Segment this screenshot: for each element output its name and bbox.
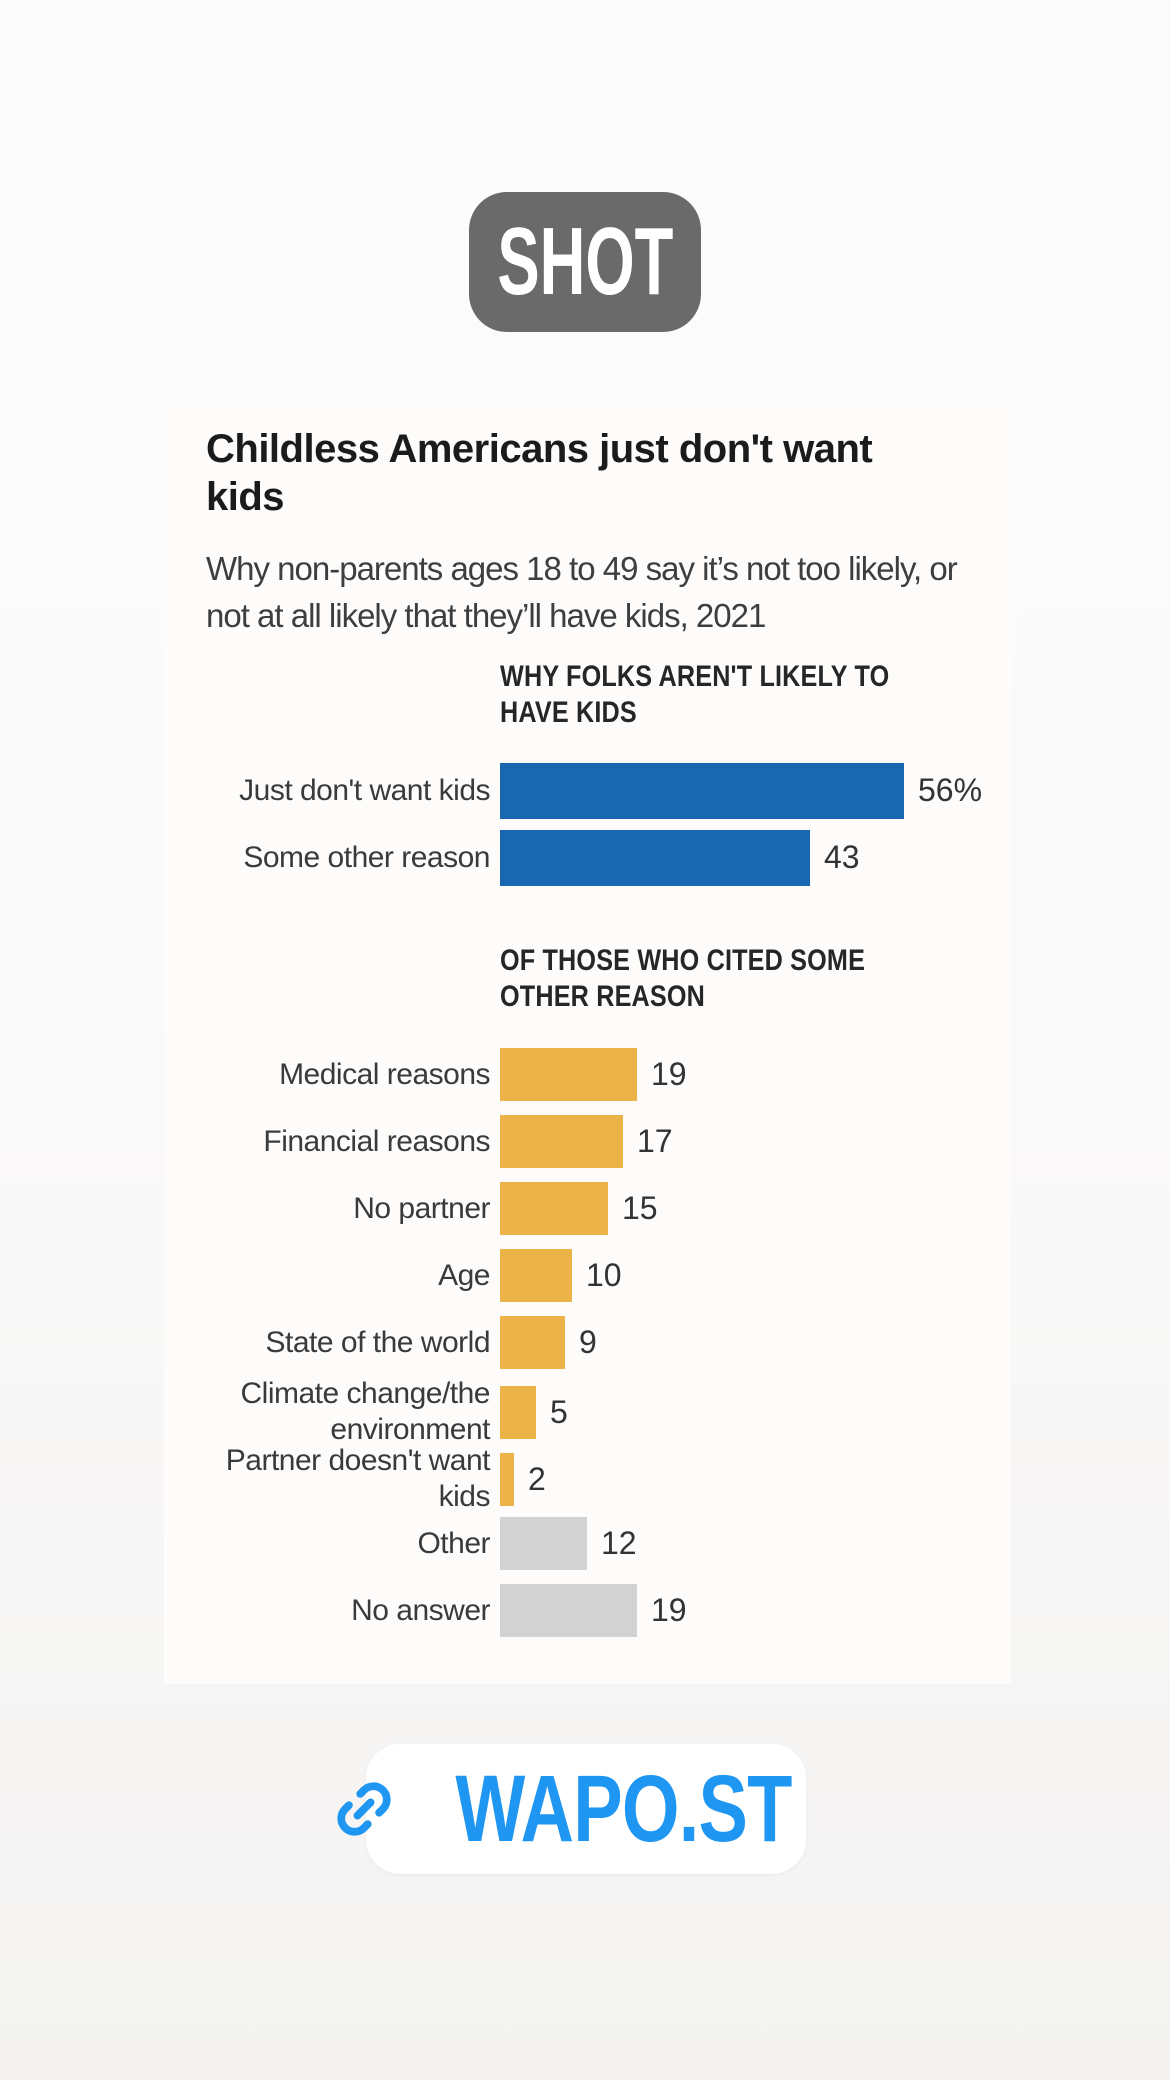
chart-title: Childless Americans just don't want kids <box>206 427 873 519</box>
bar-cell: 12 <box>500 1510 971 1577</box>
bar-cell: 19 <box>500 1577 971 1644</box>
bar-row: Financial reasons 17 <box>206 1108 971 1175</box>
bar-label: Medical reasons <box>279 1057 490 1091</box>
bar <box>500 762 904 819</box>
bar-rows-other-reason: Medical reasons 19 Financial reasons 17 … <box>206 1041 971 1644</box>
section-header-likely: WHY FOLKS AREN'T LIKELY TO HAVE KIDS <box>500 660 890 729</box>
bar-row: Climate change/the environment 5 <box>206 1376 971 1446</box>
chart-subtitle: Why non-parents ages 18 to 49 say it’s n… <box>206 550 958 634</box>
bar <box>500 829 810 886</box>
bar <box>500 1517 587 1570</box>
bar <box>500 1452 514 1506</box>
link-icon <box>337 1782 392 1836</box>
bar-value: 15 <box>622 1190 658 1226</box>
bar-row: Other 12 <box>206 1510 971 1577</box>
bar-label: Other <box>417 1526 490 1560</box>
bar-value: 12 <box>601 1525 637 1561</box>
shot-app-badge: SHOT <box>469 192 701 332</box>
bar-row: Medical reasons 19 <box>206 1041 971 1108</box>
bar-cell: 15 <box>500 1175 971 1242</box>
bar-row: No partner 15 <box>206 1175 971 1242</box>
bar-rows-likely: Just don't want kids 56% Some other reas… <box>206 757 982 891</box>
bar-cell: 17 <box>500 1108 971 1175</box>
bar-label: Financial reasons <box>263 1124 490 1158</box>
bar-cell: 19 <box>500 1041 971 1108</box>
chart-section-other-reason: OF THOSE WHO CITED SOME OTHER REASON Med… <box>206 943 971 1644</box>
bar-value: 19 <box>651 1592 687 1628</box>
bar-value: 2 <box>528 1460 546 1497</box>
bar-label: Partner doesn't want kids <box>225 1444 491 1513</box>
bar-row: No answer 19 <box>206 1577 971 1644</box>
shot-badge-label: SHOT <box>497 208 674 315</box>
bar-label: No partner <box>353 1191 490 1225</box>
bar <box>500 1249 572 1302</box>
bar-value: 17 <box>637 1123 673 1159</box>
bar <box>500 1182 608 1235</box>
wapo-link-label: WAPO.ST <box>455 1755 793 1862</box>
bar-row: Some other reason 43 <box>206 824 971 891</box>
bar-cell: 56% <box>500 757 982 824</box>
bar <box>500 1115 623 1168</box>
chart-section-likely: WHY FOLKS AREN'T LIKELY TO HAVE KIDS Jus… <box>206 659 982 891</box>
bar <box>500 1048 637 1101</box>
bar-value: 43 <box>824 839 860 875</box>
bar-row: Just don't want kids 56% <box>206 757 982 824</box>
bar-row: State of the world 9 <box>206 1309 971 1376</box>
bar-cell: 5 <box>500 1376 971 1448</box>
bar-cell: 2 <box>500 1443 971 1515</box>
bar-label: Climate change/the environment <box>240 1377 491 1446</box>
section-header-other-reason: OF THOSE WHO CITED SOME OTHER REASON <box>500 944 866 1013</box>
bar-label: Just don't want kids <box>239 773 490 807</box>
bar-cell: 9 <box>500 1309 971 1376</box>
bar-value: 56% <box>918 772 983 808</box>
bar-cell: 10 <box>500 1242 971 1309</box>
bar <box>500 1316 565 1369</box>
bar-value: 19 <box>651 1056 687 1092</box>
bar-row: Age 10 <box>206 1242 971 1309</box>
bar-label: No answer <box>351 1593 490 1627</box>
bar-cell: 43 <box>500 824 971 891</box>
wapo-link-badge[interactable]: WAPO.ST <box>337 1744 806 1874</box>
bar-value: 9 <box>579 1324 597 1360</box>
bar-label: Age <box>438 1258 490 1292</box>
bar-label: Some other reason <box>243 840 490 874</box>
chart-card: Childless Americans just don't want kids… <box>164 407 1011 1684</box>
bar <box>500 1584 637 1637</box>
bar-row: Partner doesn't want kids 2 <box>206 1443 971 1513</box>
bar-value: 10 <box>586 1257 622 1293</box>
bar-label: State of the world <box>265 1325 491 1359</box>
bar-value: 5 <box>550 1393 568 1430</box>
bar <box>500 1385 536 1439</box>
